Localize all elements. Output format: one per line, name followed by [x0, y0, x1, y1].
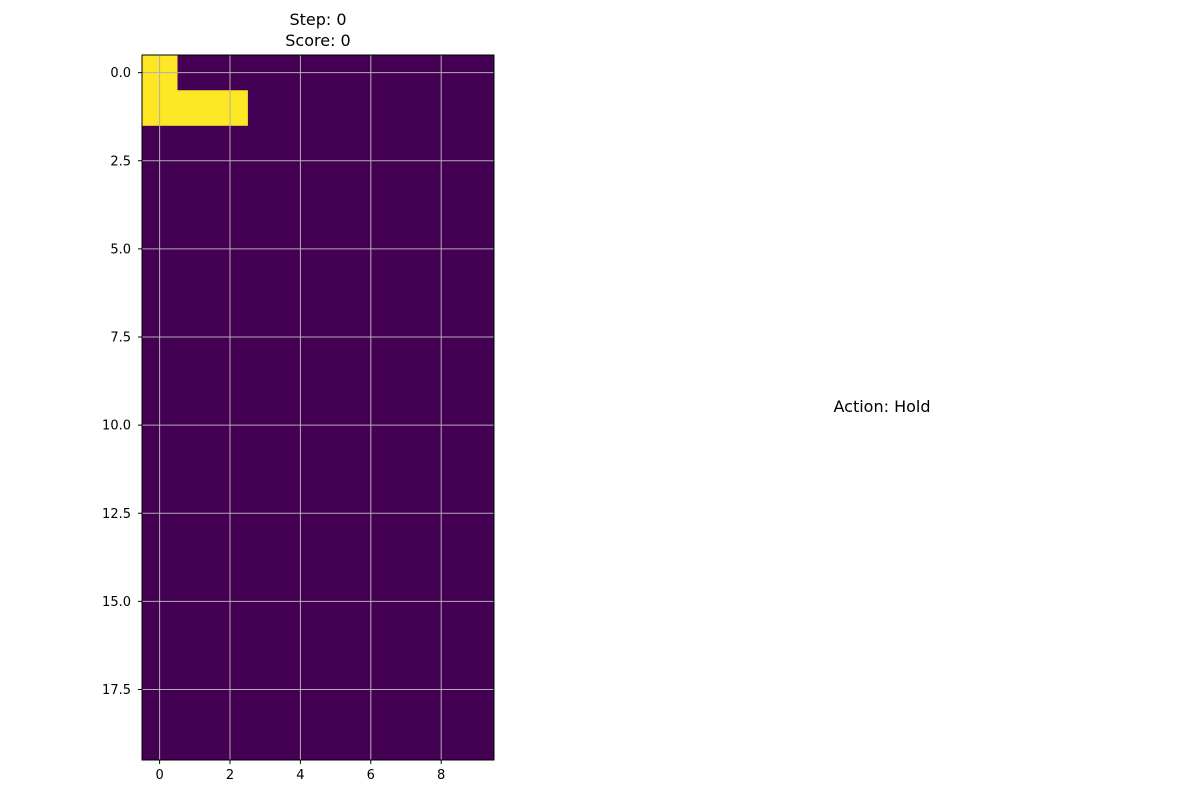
y-tick-label: 10.0	[102, 419, 131, 434]
x-tick-label: 0	[155, 768, 163, 783]
y-tick-label: 5.0	[110, 242, 131, 257]
board-frame	[141, 54, 495, 761]
x-tick-label: 4	[296, 768, 304, 783]
y-tick-label: 17.5	[102, 683, 131, 698]
y-tick-label: 15.0	[102, 595, 131, 610]
step-counter: Step: 0	[289, 10, 347, 29]
x-tick-label: 2	[226, 768, 234, 783]
y-tick-label: 0.0	[110, 66, 131, 81]
score-counter: Score: 0	[285, 31, 351, 50]
x-tick-label: 6	[367, 768, 375, 783]
action-label: Action: Hold	[833, 397, 931, 416]
filled-cell	[177, 90, 213, 126]
board-background	[142, 55, 494, 760]
y-tick-label: 12.5	[102, 507, 131, 522]
x-tick-label: 8	[437, 768, 445, 783]
y-tick-label: 7.5	[110, 331, 131, 346]
y-tick-label: 2.5	[110, 154, 131, 169]
